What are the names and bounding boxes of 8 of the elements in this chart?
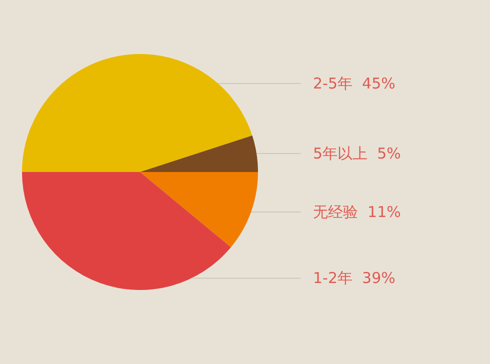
slice-label: 2-5年 45% [313, 74, 396, 92]
pie-slice [22, 172, 231, 290]
slice-label: 1-2年 39% [313, 269, 396, 288]
pie-slice [140, 172, 258, 248]
slice-label: 无经验 11% [313, 202, 401, 221]
pie-slice [22, 54, 252, 172]
slice-label: 5年以上 5% [313, 144, 401, 163]
pie-slice [140, 136, 258, 172]
